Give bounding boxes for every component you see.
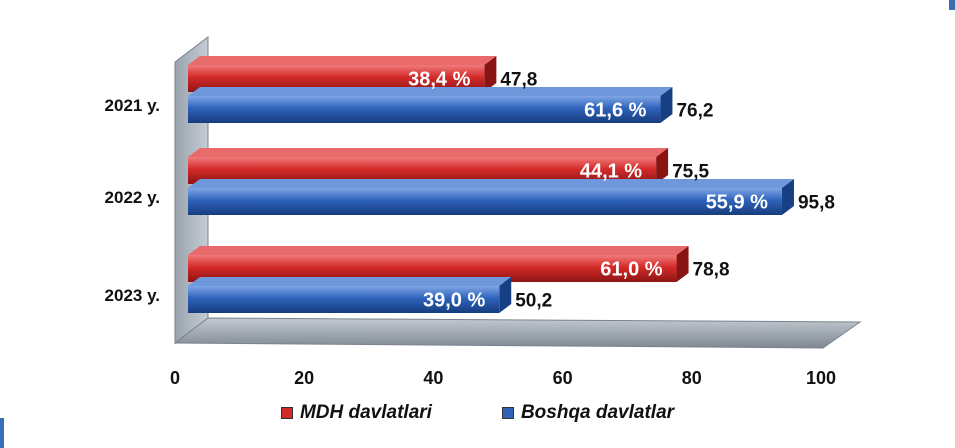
bar-end-face — [656, 148, 669, 184]
bar-value-label: 50,2 — [515, 291, 552, 312]
bar-front-face — [188, 286, 500, 313]
bar-end-face — [781, 179, 794, 215]
legend-item-mdh: MDH davlatlari — [280, 402, 432, 424]
bar-end-face — [499, 277, 512, 313]
bar-end-face — [660, 87, 673, 123]
category-label: 2021 y. — [105, 96, 160, 115]
bar-boshqa-2 — [188, 277, 512, 313]
decorative-corner-mark — [949, 0, 955, 10]
x-tick-label: 100 — [806, 368, 836, 388]
x-tick-label: 0 — [170, 368, 180, 388]
decorative-corner-mark — [0, 418, 4, 448]
bar-top-face — [188, 56, 497, 65]
bar-share-label: 39,0 % — [423, 290, 485, 312]
bar-front-face — [188, 188, 782, 215]
bar-share-label: 38,4 % — [408, 69, 470, 91]
bar-top-face — [188, 179, 794, 188]
category-label: 2022 y. — [105, 188, 160, 207]
bar-share-label: 61,6 % — [584, 100, 646, 122]
bar-top-face — [188, 246, 689, 255]
bar-share-label: 55,9 % — [706, 192, 768, 214]
bar-share-label: 61,0 % — [600, 259, 662, 281]
bar-top-face — [188, 277, 512, 286]
bar-end-face — [484, 56, 497, 92]
legend-swatch-boshqa — [501, 407, 514, 419]
x-tick-label: 20 — [294, 368, 314, 388]
chart-floor — [173, 317, 862, 349]
x-tick-label: 60 — [553, 368, 573, 388]
bar-boshqa-0 — [188, 87, 673, 123]
bar-share-label: 44,1 % — [580, 161, 642, 183]
bar-top-face — [188, 87, 673, 96]
category-label: 2023 y. — [105, 286, 160, 305]
bar-value-label: 76,2 — [676, 101, 713, 122]
bar-front-face — [188, 96, 661, 123]
bar-value-label: 78,8 — [693, 260, 730, 281]
bar-top-face — [188, 148, 669, 157]
x-tick-label: 80 — [682, 368, 702, 388]
legend-label-boshqa: Boshqa davlatlar — [520, 402, 675, 423]
x-tick-label: 40 — [423, 368, 443, 388]
bar-boshqa-1 — [188, 179, 794, 215]
legend-item-boshqa: Boshqa davlatlar — [501, 402, 675, 424]
legend-swatch-mdh — [280, 407, 293, 419]
bar-value-label: 47,8 — [500, 70, 537, 91]
bar-value-label: 95,8 — [798, 193, 835, 214]
chart-legend: MDH davlatlari Boshqa davlatlar — [0, 402, 955, 424]
bar-end-face — [676, 246, 689, 282]
legend-label-mdh: MDH davlatlari — [299, 402, 432, 423]
bar-value-label: 75,5 — [672, 162, 709, 183]
